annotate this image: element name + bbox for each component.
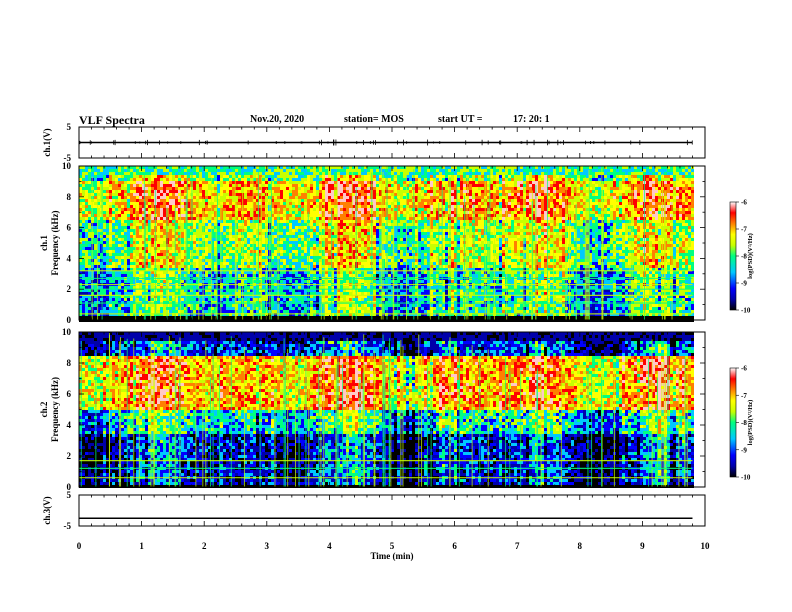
colorbar-tick-label: -10 bbox=[741, 474, 751, 482]
colorbar-1 bbox=[729, 201, 737, 311]
y-tick-label: 0 bbox=[67, 482, 72, 492]
y-tick-label: 2 bbox=[67, 451, 72, 461]
station-label: station= MOS bbox=[344, 114, 404, 125]
colorbar-tick-label: -7 bbox=[741, 226, 747, 234]
figure-title: VLF Spectra bbox=[79, 113, 145, 128]
y-tick-label: 6 bbox=[67, 223, 72, 233]
x-tick-label: 7 bbox=[515, 541, 520, 551]
y-tick-label: 2 bbox=[67, 284, 72, 294]
y-tick-label: 5 bbox=[67, 122, 72, 132]
colorbar-2 bbox=[729, 367, 737, 478]
y-axis-label: ch.3(V) bbox=[42, 496, 52, 524]
colorbar-tick-label: -8 bbox=[741, 253, 747, 261]
colorbar-tick-label: -9 bbox=[741, 280, 747, 288]
colorbar-tick-label: -6 bbox=[741, 199, 747, 207]
y-tick-label: 8 bbox=[67, 358, 72, 368]
x-tick-label: 1 bbox=[139, 541, 144, 551]
spectrogram-2 bbox=[79, 332, 694, 488]
x-tick-label: 4 bbox=[327, 541, 332, 551]
y-tick-label: -5 bbox=[64, 153, 72, 163]
x-tick-label: 6 bbox=[452, 541, 457, 551]
y-tick-label: 0 bbox=[67, 315, 72, 325]
y-tick-label: 10 bbox=[62, 327, 72, 337]
x-tick-label: 0 bbox=[77, 541, 82, 551]
colorbar-label: log(PSD)(V²/Hz) bbox=[747, 233, 754, 279]
channel-label: ch.2 bbox=[39, 401, 49, 417]
y-axis-label: Frequency (kHz) bbox=[50, 377, 60, 442]
spectrogram-1 bbox=[79, 166, 694, 322]
x-tick-label: 9 bbox=[640, 541, 645, 551]
start-ut-value: 17: 20: 1 bbox=[513, 114, 550, 125]
start-ut-label: start UT = bbox=[438, 114, 482, 125]
x-tick-label: 5 bbox=[390, 541, 395, 551]
y-tick-label: 4 bbox=[67, 253, 72, 263]
channel-label: ch.1 bbox=[39, 235, 49, 251]
y-tick-label: 5 bbox=[67, 490, 72, 500]
date-label: Nov.20, 2020 bbox=[250, 114, 304, 125]
colorbar-tick-label: -6 bbox=[741, 365, 747, 373]
y-tick-label: 6 bbox=[67, 389, 72, 399]
y-tick-label: 4 bbox=[67, 420, 72, 430]
y-axis-label: Frequency (kHz) bbox=[50, 210, 60, 275]
colorbar-tick-label: -10 bbox=[741, 307, 751, 315]
x-axis-label: Time (min) bbox=[370, 551, 413, 561]
x-tick-label: 8 bbox=[578, 541, 583, 551]
y-tick-label: -5 bbox=[64, 521, 72, 531]
x-tick-label: 2 bbox=[202, 541, 207, 551]
colorbar-tick-label: -7 bbox=[741, 392, 747, 400]
x-tick-label: 10 bbox=[701, 541, 711, 551]
colorbar-tick-label: -8 bbox=[741, 419, 747, 427]
x-tick-label: 3 bbox=[265, 541, 270, 551]
y-axis-label: ch.1(V) bbox=[42, 128, 52, 156]
y-tick-label: 10 bbox=[62, 161, 72, 171]
colorbar-tick-label: -9 bbox=[741, 446, 747, 454]
y-tick-label: 8 bbox=[67, 192, 72, 202]
colorbar-label: log(PSD)(V²/Hz) bbox=[747, 400, 754, 446]
